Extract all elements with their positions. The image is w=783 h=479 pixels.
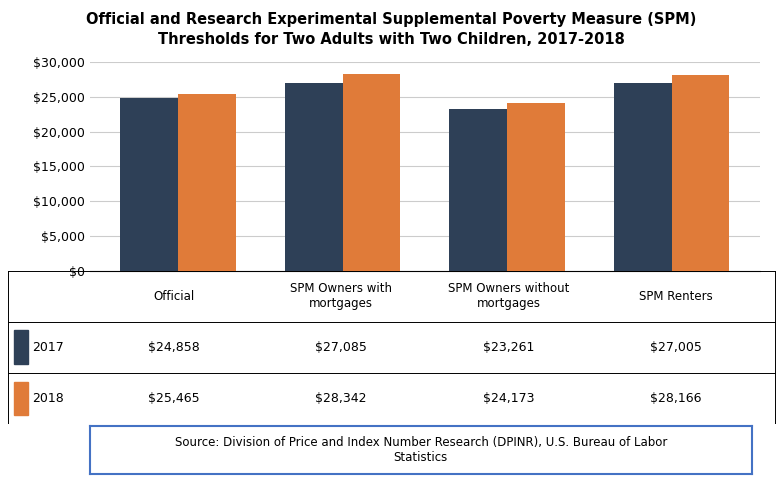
Text: $27,085: $27,085 (315, 341, 367, 354)
Bar (14, 331, 28, 364)
Text: $24,173: $24,173 (482, 392, 534, 405)
Bar (449, 109, 507, 271)
Bar (614, 83, 672, 271)
Text: Official and Research Experimental Supplemental Poverty Measure (SPM)
Thresholds: Official and Research Experimental Suppl… (86, 12, 697, 47)
Text: SPM Owners with
mortgages: SPM Owners with mortgages (290, 282, 392, 310)
Text: Official: Official (153, 290, 194, 303)
Bar (342, 74, 400, 271)
Text: SPM Owners without
mortgages: SPM Owners without mortgages (448, 282, 569, 310)
Bar (121, 98, 178, 271)
Text: 2017: 2017 (32, 341, 64, 354)
Text: $23,261: $23,261 (483, 341, 534, 354)
Text: 2018: 2018 (32, 392, 64, 405)
Text: SPM Renters: SPM Renters (639, 290, 713, 303)
Text: $27,005: $27,005 (650, 341, 702, 354)
Bar (672, 75, 729, 271)
Text: $28,166: $28,166 (650, 392, 702, 405)
Bar (14, 381, 28, 415)
Text: $25,465: $25,465 (148, 392, 200, 405)
Text: $24,858: $24,858 (148, 341, 200, 354)
Bar (285, 82, 342, 271)
Bar (507, 103, 565, 271)
Bar (178, 94, 236, 271)
Text: $28,342: $28,342 (316, 392, 367, 405)
Text: Source: Division of Price and Index Number Research (DPINR), U.S. Bureau of Labo: Source: Division of Price and Index Numb… (175, 436, 667, 464)
